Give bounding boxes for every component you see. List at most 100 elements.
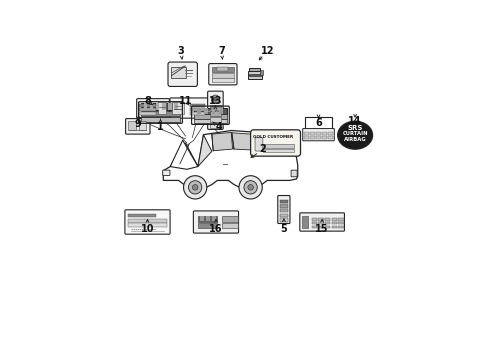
Bar (324, 218, 330, 221)
Bar (279, 219, 287, 222)
Bar (263, 149, 293, 152)
Bar (189, 108, 204, 111)
FancyBboxPatch shape (299, 213, 344, 231)
Bar (172, 102, 183, 114)
Bar (189, 104, 204, 107)
Bar (338, 218, 343, 221)
FancyBboxPatch shape (208, 64, 237, 85)
Bar (210, 111, 220, 116)
Text: 3: 3 (177, 46, 184, 56)
Bar (141, 111, 180, 116)
Bar (128, 214, 156, 217)
FancyBboxPatch shape (170, 98, 208, 118)
Bar (217, 67, 228, 71)
Bar (162, 103, 165, 110)
Bar (150, 103, 153, 110)
FancyBboxPatch shape (125, 118, 150, 134)
Bar (315, 136, 320, 139)
Bar (212, 78, 233, 82)
Circle shape (244, 181, 257, 194)
Bar (143, 103, 147, 110)
Polygon shape (198, 135, 211, 167)
Text: 7: 7 (218, 46, 224, 56)
Bar (322, 132, 326, 135)
Circle shape (247, 185, 253, 190)
Bar (318, 226, 323, 228)
Bar (305, 117, 331, 131)
Bar (156, 103, 159, 110)
Bar (279, 214, 287, 217)
FancyBboxPatch shape (207, 91, 223, 129)
Polygon shape (211, 132, 232, 151)
Bar (174, 103, 177, 110)
FancyBboxPatch shape (290, 170, 297, 177)
Bar (198, 223, 217, 228)
Bar (279, 204, 287, 208)
Text: 14: 14 (347, 116, 361, 126)
Bar (331, 226, 336, 228)
Bar (301, 216, 307, 228)
Bar (210, 105, 220, 110)
Bar (139, 104, 156, 107)
Text: GOLD CUSTOMER: GOLD CUSTOMER (252, 135, 292, 139)
Bar (303, 132, 308, 135)
Circle shape (239, 176, 262, 199)
Bar (324, 226, 330, 228)
Bar (212, 67, 233, 72)
Ellipse shape (337, 121, 372, 149)
Bar (200, 216, 203, 221)
Bar (138, 121, 146, 130)
Text: 1: 1 (157, 122, 163, 132)
Text: 2: 2 (259, 144, 266, 154)
Circle shape (188, 181, 202, 194)
Bar (193, 108, 226, 114)
Text: CURTAIN: CURTAIN (342, 131, 367, 136)
Bar (338, 226, 343, 228)
Text: 15: 15 (315, 224, 328, 234)
Polygon shape (170, 140, 198, 169)
Bar (303, 136, 308, 139)
Bar (279, 199, 287, 203)
Bar (331, 222, 336, 225)
Circle shape (211, 95, 219, 103)
Bar (279, 209, 287, 212)
FancyBboxPatch shape (250, 130, 300, 156)
Bar (197, 108, 201, 114)
Bar (128, 223, 166, 227)
Bar (210, 123, 220, 128)
Bar (141, 117, 180, 122)
Polygon shape (163, 131, 297, 188)
FancyBboxPatch shape (168, 62, 197, 86)
Bar (168, 103, 171, 110)
Bar (205, 216, 209, 221)
Bar (309, 136, 314, 139)
Bar (311, 226, 317, 228)
Bar (198, 216, 217, 222)
Bar (322, 136, 326, 139)
Bar (158, 102, 166, 114)
Bar (309, 132, 314, 135)
Text: AIRBAG: AIRBAG (343, 136, 366, 141)
Bar (311, 222, 317, 225)
Text: 11: 11 (178, 96, 192, 107)
Bar (221, 223, 238, 228)
Text: 12: 12 (260, 46, 273, 56)
Bar (327, 132, 332, 135)
Bar (139, 112, 156, 115)
Bar (260, 70, 263, 75)
Polygon shape (231, 133, 261, 150)
Bar (128, 121, 136, 130)
Bar (263, 144, 293, 148)
Bar (315, 132, 320, 135)
Bar (247, 71, 261, 79)
Bar (327, 136, 332, 139)
Bar (311, 218, 317, 221)
Text: 6: 6 (314, 118, 321, 128)
Bar (249, 68, 260, 73)
Bar (193, 120, 226, 123)
FancyBboxPatch shape (255, 138, 262, 151)
Text: 13: 13 (208, 96, 222, 107)
Bar (212, 216, 216, 221)
Text: 5: 5 (280, 224, 286, 234)
Text: 4: 4 (215, 122, 222, 132)
